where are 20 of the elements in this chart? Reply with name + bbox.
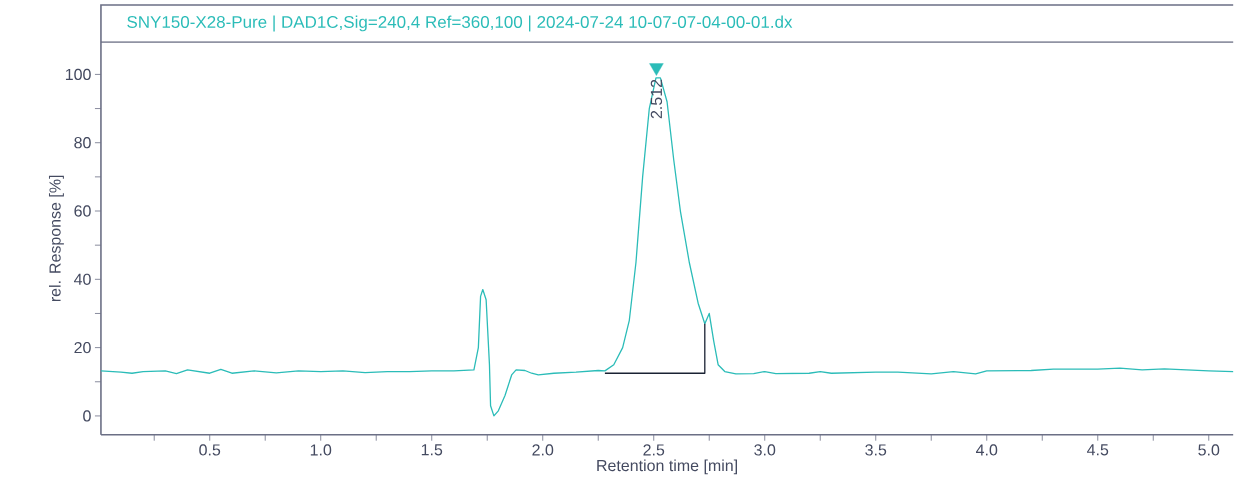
x-tick-label: 3.5 bbox=[865, 444, 887, 456]
y-tick-label: 20 bbox=[74, 342, 91, 354]
x-axis-title: Retention time [min] bbox=[597, 459, 737, 475]
x-tick-label: 0.5 bbox=[199, 444, 221, 456]
x-tick-label: 1.5 bbox=[421, 444, 443, 456]
y-tick-label: 100 bbox=[65, 68, 91, 81]
x-tick-label: 3.0 bbox=[754, 444, 776, 456]
x-tick-label: 4.0 bbox=[976, 444, 998, 456]
x-tick-label: 2.5 bbox=[643, 444, 665, 456]
x-tick-label: 1.0 bbox=[310, 444, 332, 456]
x-tick-label: 2.0 bbox=[532, 444, 554, 456]
y-tick-label: 40 bbox=[73, 273, 91, 286]
chart-title: SNY150-X28-Pure | DAD1C,Sig=240,4 Ref=360,100 | 2024-07-24 10-07-07-04-00-01.dx bbox=[127, 15, 793, 32]
y-axis-title: rel. Response [%] bbox=[48, 175, 64, 302]
x-tick-label: 5.0 bbox=[1198, 444, 1220, 456]
y-tick-label: 0 bbox=[83, 410, 91, 422]
y-tick-label: 60 bbox=[74, 205, 91, 217]
x-tick-label: 4.5 bbox=[1087, 444, 1109, 456]
annotation: 2.512 bbox=[650, 79, 663, 119]
y-tick-label: 80 bbox=[74, 137, 91, 149]
